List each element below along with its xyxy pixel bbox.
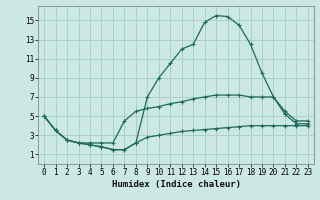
- X-axis label: Humidex (Indice chaleur): Humidex (Indice chaleur): [111, 180, 241, 189]
